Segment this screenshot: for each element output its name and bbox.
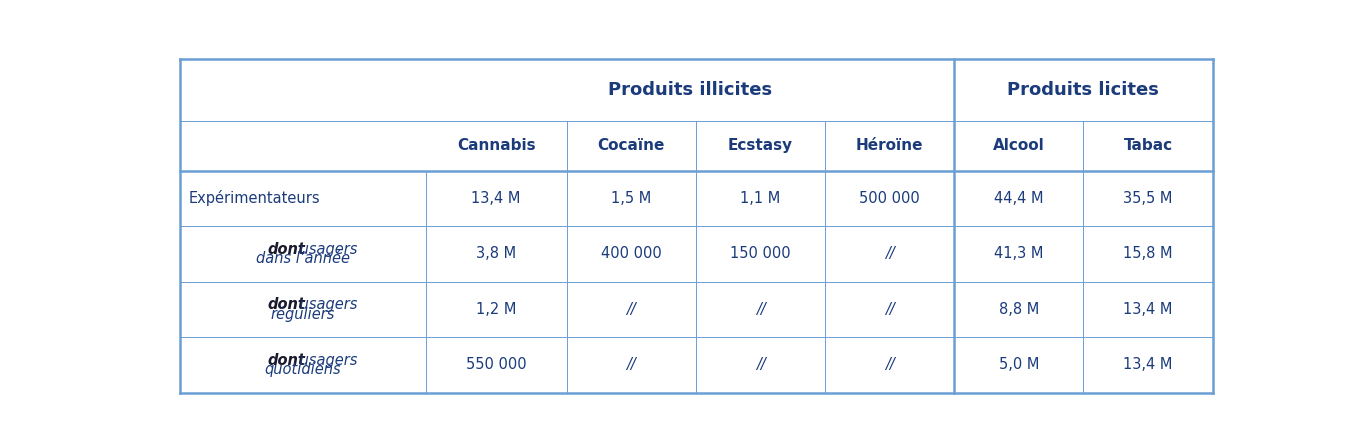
Text: //: // xyxy=(885,302,894,317)
Text: 15,8 M: 15,8 M xyxy=(1124,246,1173,261)
Text: 13,4 M: 13,4 M xyxy=(1124,358,1173,372)
Text: Alcool: Alcool xyxy=(993,138,1045,153)
Text: dont: dont xyxy=(268,353,306,367)
Text: Cocaïne: Cocaïne xyxy=(598,138,665,153)
Text: dans l’année: dans l’année xyxy=(255,251,351,266)
Text: 3,8 M: 3,8 M xyxy=(476,246,516,261)
Text: 13,4 M: 13,4 M xyxy=(1124,302,1173,317)
Text: Produits illicites: Produits illicites xyxy=(607,81,772,99)
Text: Tabac: Tabac xyxy=(1124,138,1173,153)
Text: quotidiens: quotidiens xyxy=(265,362,341,377)
Text: 44,4 M: 44,4 M xyxy=(993,191,1044,206)
Text: 5,0 M: 5,0 M xyxy=(999,358,1040,372)
Text: 13,4 M: 13,4 M xyxy=(472,191,520,206)
Text: //: // xyxy=(626,302,636,317)
Text: Expérimentateurs: Expérimentateurs xyxy=(189,190,321,207)
Text: //: // xyxy=(626,358,636,372)
Text: 1,5 M: 1,5 M xyxy=(612,191,651,206)
Text: usagers: usagers xyxy=(295,297,357,312)
Text: 41,3 M: 41,3 M xyxy=(995,246,1044,261)
Text: Héroïne: Héroïne xyxy=(856,138,923,153)
Text: //: // xyxy=(756,302,765,317)
Text: 550 000: 550 000 xyxy=(466,358,526,372)
Text: 35,5 M: 35,5 M xyxy=(1124,191,1173,206)
Text: 1,2 M: 1,2 M xyxy=(476,302,516,317)
Text: 150 000: 150 000 xyxy=(730,246,791,261)
Text: réguliers: réguliers xyxy=(270,306,336,322)
Text: 400 000: 400 000 xyxy=(601,246,662,261)
Text: dont: dont xyxy=(268,297,306,312)
Text: Ecstasy: Ecstasy xyxy=(728,138,794,153)
Text: usagers: usagers xyxy=(295,353,357,367)
Text: 1,1 M: 1,1 M xyxy=(741,191,780,206)
Text: //: // xyxy=(885,358,894,372)
Text: 500 000: 500 000 xyxy=(859,191,920,206)
Text: //: // xyxy=(885,246,894,261)
Text: 8,8 M: 8,8 M xyxy=(999,302,1038,317)
Text: dont: dont xyxy=(268,241,306,257)
Text: usagers: usagers xyxy=(295,241,357,257)
Text: Produits licites: Produits licites xyxy=(1007,81,1159,99)
Text: Cannabis: Cannabis xyxy=(457,138,535,153)
Text: //: // xyxy=(756,358,765,372)
